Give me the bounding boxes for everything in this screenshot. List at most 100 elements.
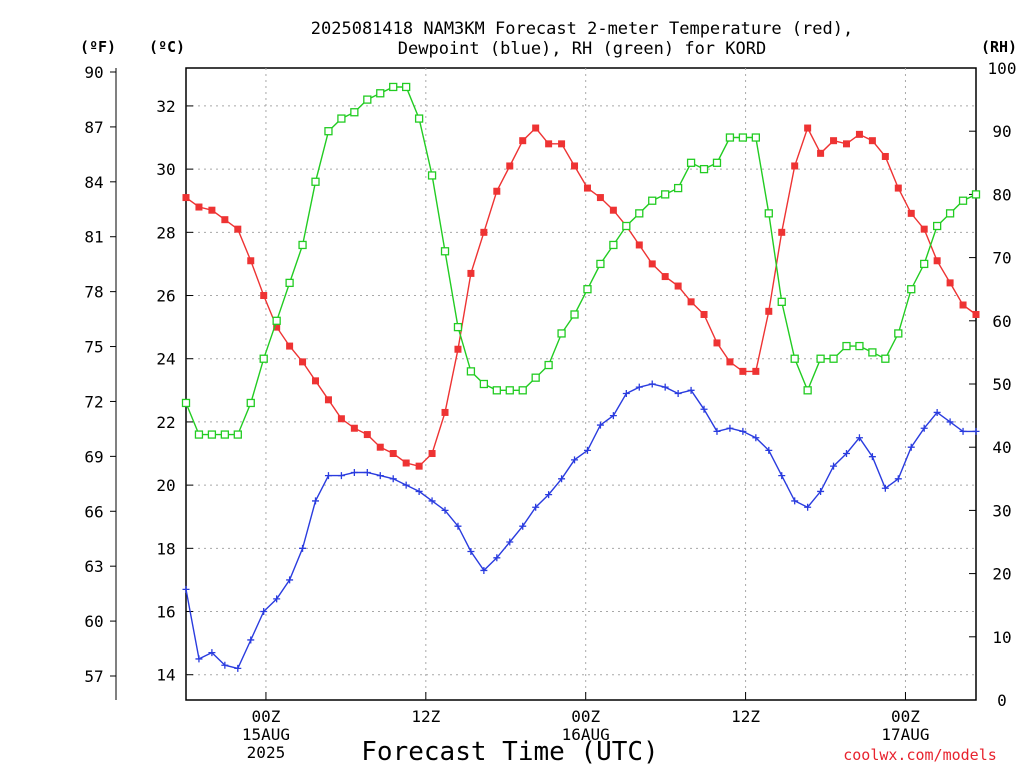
dewpoint-series-line [185,383,976,670]
rh-point [622,221,631,231]
rh-point [531,373,540,382]
dewpoint-point [713,427,721,435]
dewpoint-point [804,503,812,511]
rh-point [945,209,955,218]
rh-tick-label: 50 [992,375,1011,394]
temperature-point [376,443,384,451]
dewpoint-point [350,468,358,476]
temperature-point [739,367,747,375]
rh-point [466,367,476,376]
rh-point [958,196,968,205]
temperature-point [920,225,928,233]
temperature-point [778,228,786,236]
temperature-point [247,257,255,265]
temperature-point [881,152,889,160]
temperature-point [596,194,604,202]
fahrenheit-tick-label: 75 [84,338,103,357]
dewpoint-point [260,608,268,616]
rh-tick-label: 40 [992,438,1011,457]
dewpoint-point [881,484,889,492]
fahrenheit-tick-label: 69 [84,447,103,466]
dewpoint-point [959,427,967,435]
rh-point [725,133,735,142]
celsius-tick-label: 14 [156,666,175,685]
temperature-point [363,431,371,439]
temperature-point [428,450,436,458]
rh-point [285,278,294,288]
dewpoint-point [389,475,397,483]
temperature-point [765,307,773,315]
rh-tick-label: 80 [992,185,1011,204]
rh-point [337,114,346,123]
rh-point [583,285,592,294]
dewpoint-point [920,424,928,432]
temperature-point [312,377,320,385]
rh-point [389,82,398,92]
chart-title-line-2: Dewpoint (blue), RH (green) for KORD [398,39,766,59]
rh-point [661,190,670,199]
fahrenheit-tick-label: 57 [84,667,103,686]
dewpoint-point [791,497,799,505]
temperature-point [804,124,812,132]
rh-tick-label: 70 [992,249,1011,268]
time-tick-label: 17AUG [881,725,929,744]
temperature-point [337,415,345,423]
rh-tick-label: 30 [992,501,1011,520]
dewpoint-point [337,472,345,480]
celsius-tick-label: 20 [156,476,175,495]
rh-point [907,285,916,294]
rh-point [609,240,618,250]
dewpoint-point [571,456,579,464]
dewpoint-point [583,446,591,454]
dewpoint-point [545,491,553,499]
dewpoint-point [376,472,384,480]
temperature-point [221,216,229,224]
chart-title-line-1: 2025081418 NAM3KM Forecast 2-meter Tempe… [311,19,853,39]
plot-area: 14 16 18 20 22 24 26 28 30 32 90 87 84 81 78 75 72 69 66 63… [84,59,1016,762]
rh-point [557,329,566,338]
rh-point [881,354,890,363]
rh-point [635,209,644,218]
temperature-point [700,310,708,318]
time-tick-label: 00Z [891,707,920,726]
temperature-point [195,203,203,211]
rh-point [738,133,748,142]
temperature-point [635,241,643,249]
fahrenheit-tick-label: 72 [84,392,103,411]
dewpoint-point [752,434,760,442]
dewpoint-point [480,566,488,574]
rh-point [363,95,372,104]
rh-point [894,329,903,338]
source-credit: coolwx.com/models [843,746,997,764]
rh-point [920,259,929,269]
dewpoint-point [933,408,941,416]
rh-tick-label: 20 [992,565,1011,584]
temperature-point [506,162,514,170]
dewpoint-point [493,554,501,562]
time-tick-label: 00Z [251,707,280,726]
dewpoint-point [674,389,682,397]
time-tick-label: 15AUG [242,725,290,744]
rh-point [790,354,799,363]
dewpoint-point [182,585,190,593]
rh-point [376,89,385,98]
temperature-point [959,301,967,309]
dewpoint-point [946,418,954,426]
rh-point [764,209,773,218]
rh-tick-label: 0 [997,691,1007,710]
rh-point [712,158,722,167]
rh-point [414,114,424,123]
dewpoint-point [830,462,838,470]
temperature-point [687,298,695,306]
dewpoint-point [765,446,773,454]
dewpoint-point [609,412,617,420]
rh-point [932,221,942,231]
rh-point [440,247,450,256]
dewpoint-point [299,544,307,552]
rh-point [350,108,359,117]
dewpoint-point [208,649,216,657]
dewpoint-point [286,576,294,584]
fahrenheit-tick-label: 90 [84,63,103,82]
celsius-tick-label: 26 [156,287,175,306]
celsius-tick-label: 16 [156,603,175,622]
